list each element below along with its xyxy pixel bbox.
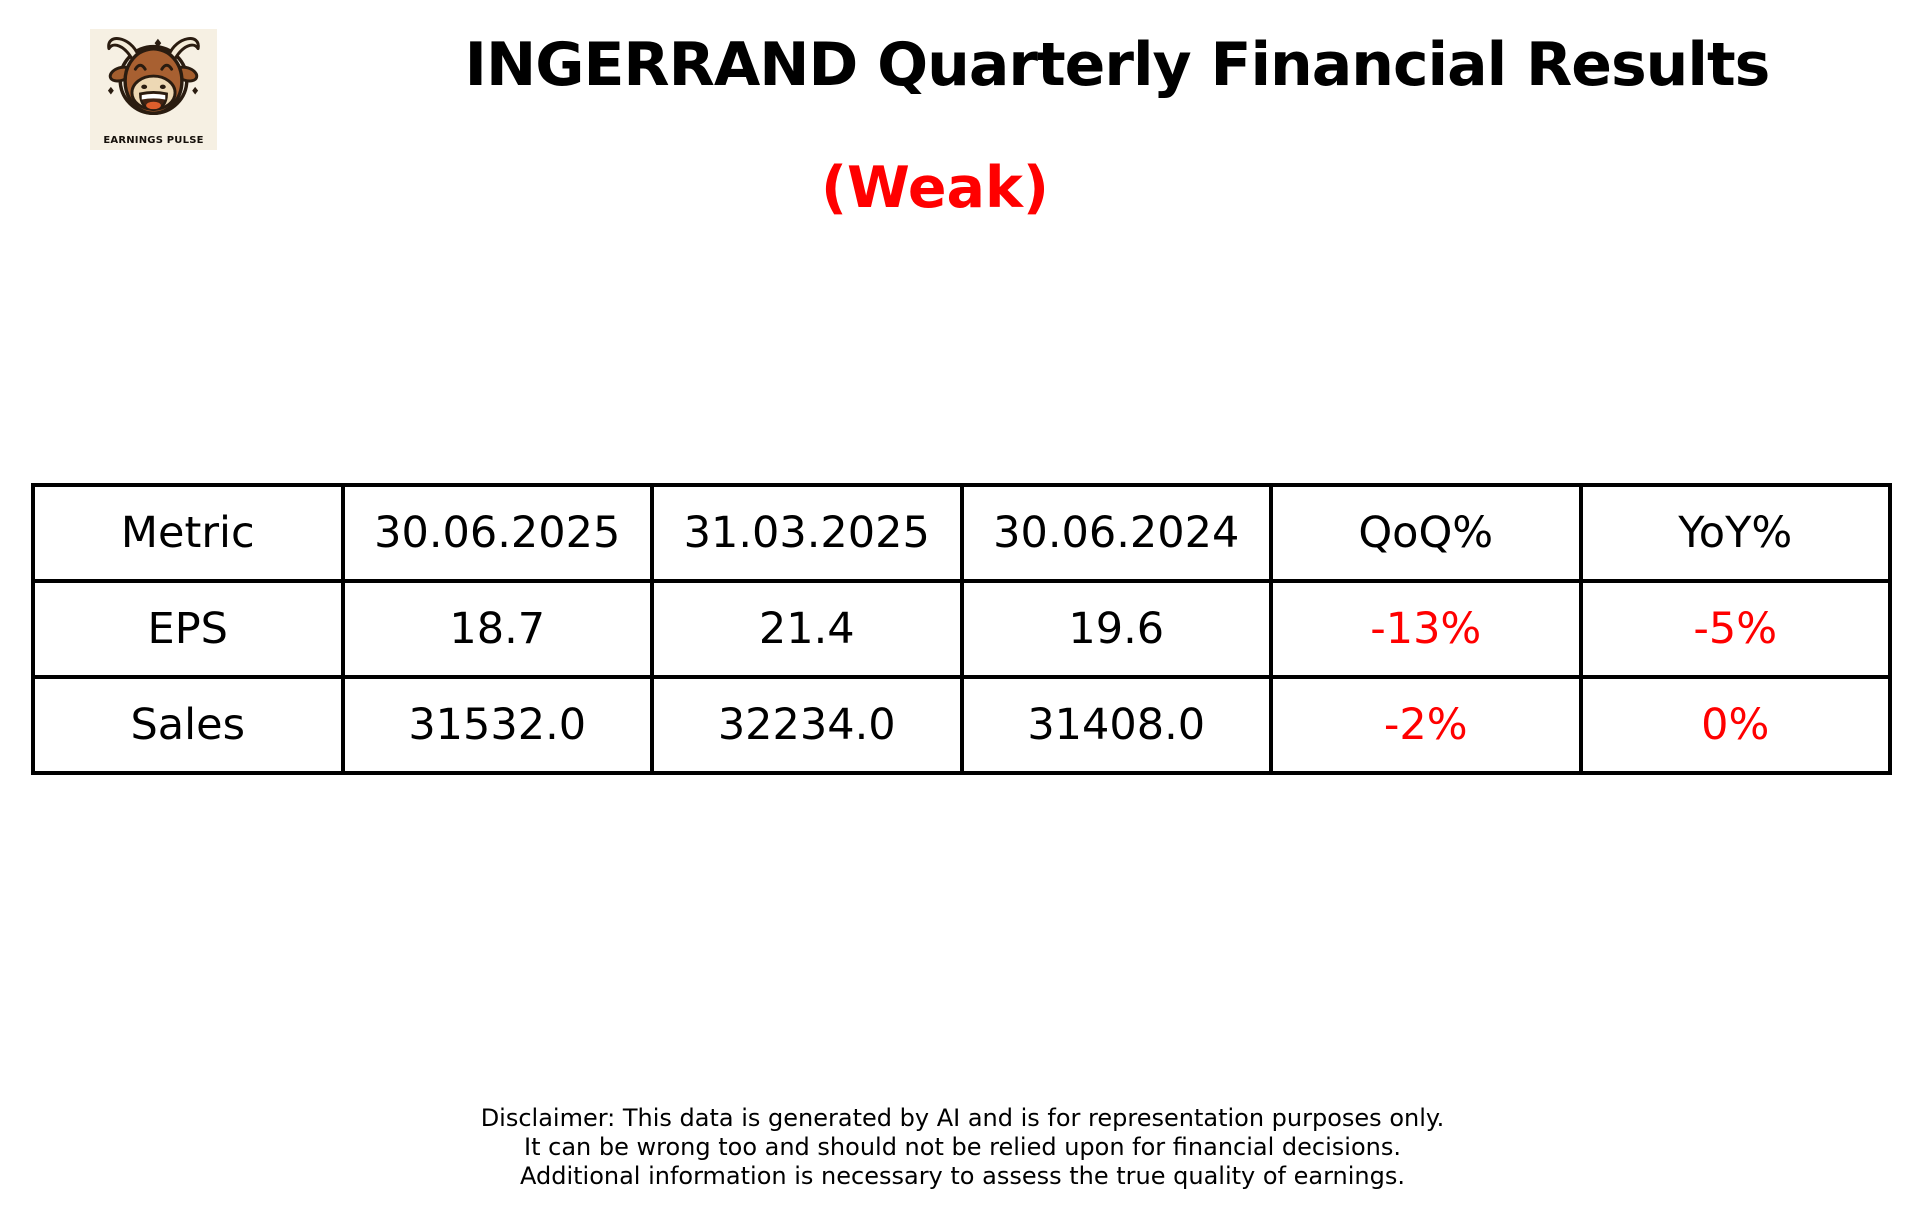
verdict-badge: (Weak) [821, 155, 1049, 221]
logo-wordmark: EARNINGS PULSE [103, 135, 204, 146]
cell-value: 21.4 [650, 579, 964, 679]
cell-value: 31408.0 [959, 675, 1273, 775]
results-table-container: Metric 30.06.2025 31.03.2025 30.06.2024 … [31, 483, 1892, 775]
header-row: Metric 30.06.2025 31.03.2025 30.06.2024 … [31, 483, 1892, 583]
cell-value: 18.7 [340, 579, 654, 679]
cell-qoq-pct: -13% [1269, 579, 1583, 679]
cell-yoy-pct: -5% [1578, 579, 1892, 679]
column-header-metric: Metric [31, 483, 345, 583]
disclaimer: Disclaimer: This data is generated by AI… [0, 1104, 1919, 1191]
earnings-pulse-logo: EARNINGS PULSE [90, 29, 217, 150]
results-table: Metric 30.06.2025 31.03.2025 30.06.2024 … [31, 483, 1892, 775]
cell-metric: Sales [31, 675, 345, 775]
column-header-q-30-06-2024: 30.06.2024 [959, 483, 1273, 583]
cell-qoq-pct: -2% [1269, 675, 1583, 775]
disclaimer-line: Disclaimer: This data is generated by AI… [480, 1104, 1445, 1132]
column-header-q-30-06-2025: 30.06.2025 [340, 483, 654, 583]
table-row-sales: Sales 31532.0 32234.0 31408.0 -2% 0% [31, 675, 1892, 775]
cell-value: 31532.0 [340, 675, 654, 775]
bull-logo-icon [107, 37, 200, 115]
disclaimer-line: Additional information is necessary to a… [519, 1162, 1405, 1190]
table-row-eps: EPS 18.7 21.4 19.6 -13% -5% [31, 579, 1892, 679]
column-header-qoq: QoQ% [1269, 483, 1583, 583]
cell-value: 19.6 [959, 579, 1273, 679]
column-header-yoy: YoY% [1578, 483, 1892, 583]
page-title: INGERRAND Quarterly Financial Results [464, 30, 1771, 100]
cell-value: 32234.0 [650, 675, 964, 775]
column-header-q-31-03-2025: 31.03.2025 [650, 483, 964, 583]
cell-metric: EPS [31, 579, 345, 679]
disclaimer-line: It can be wrong too and should not be re… [524, 1133, 1401, 1161]
cell-yoy-pct: 0% [1578, 675, 1892, 775]
